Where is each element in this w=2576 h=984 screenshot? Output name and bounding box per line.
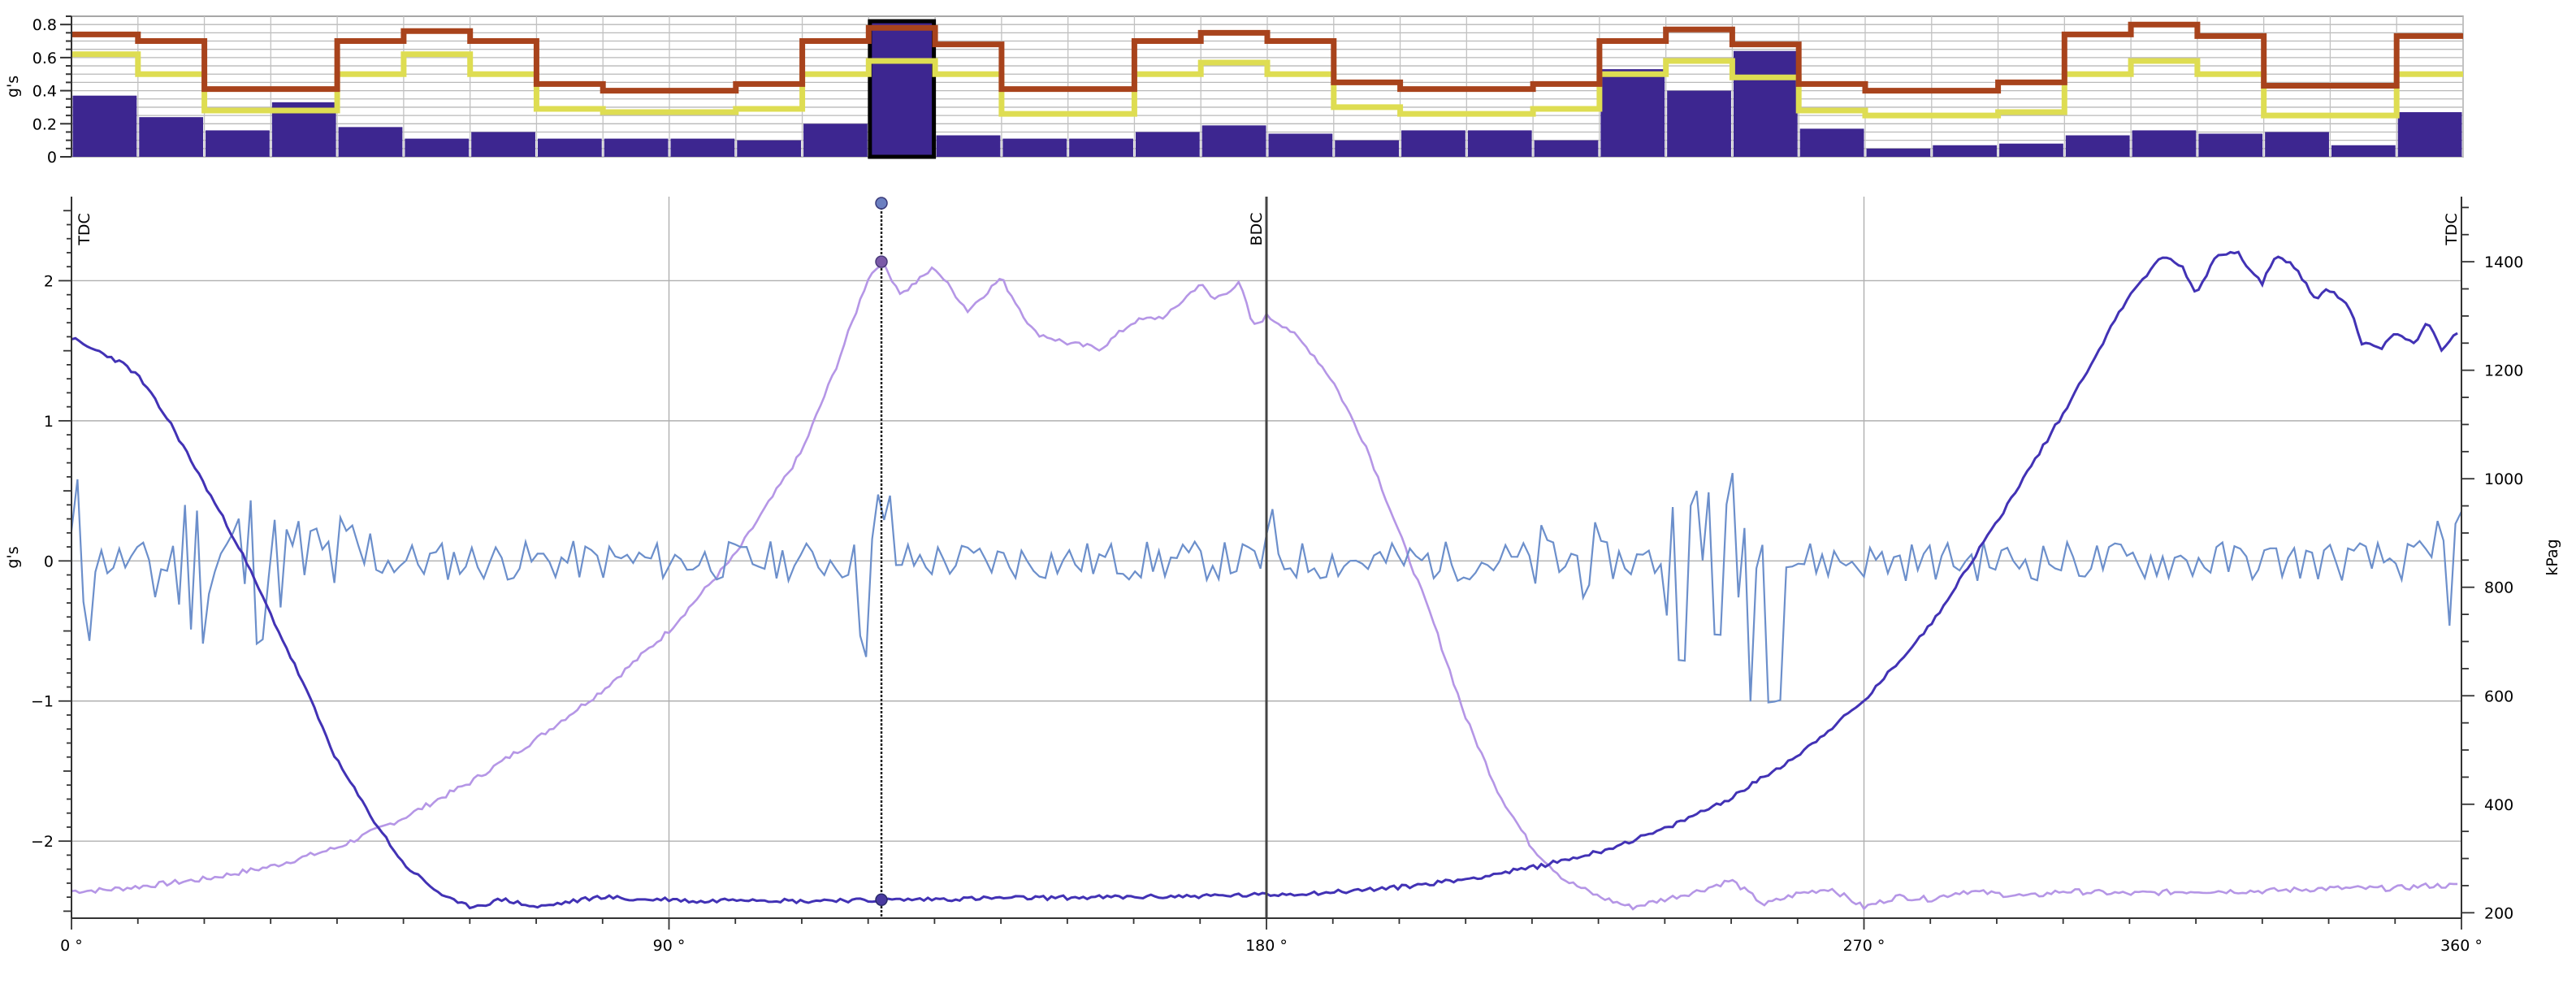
main-right-axis-title: kPag (2544, 539, 2561, 575)
top-bar (1667, 90, 1731, 157)
top-bar (1268, 133, 1333, 157)
main-chart-cursor[interactable] (875, 197, 888, 917)
top-bar (2198, 133, 2263, 157)
top-y-tick-label: 0.6 (32, 50, 57, 67)
pressure-trace-dark (71, 250, 2458, 910)
top-y-tick-label: 0.2 (32, 115, 57, 133)
top-bar (670, 138, 735, 157)
top-bar (2265, 132, 2329, 157)
top-bar (1600, 69, 1665, 157)
top-bar (803, 124, 868, 157)
main-left-tick-label: −1 (31, 693, 54, 711)
main-right-tick-label: 1000 (2484, 470, 2523, 488)
top-bar (737, 140, 802, 157)
main-right-tick-label: 800 (2484, 579, 2513, 597)
top-y-axis-title: g's (4, 76, 22, 98)
top-bar (1135, 132, 1200, 157)
top-step-line-upper (71, 21, 2463, 94)
top-chart-axes: 0 0.2 0.4 0.6 0.8 g's (4, 15, 72, 167)
top-bar (1069, 138, 1133, 157)
top-bar (1799, 128, 1864, 157)
cursor-handle-top (875, 197, 888, 210)
pressure-trace-light (71, 262, 2458, 911)
top-bar (72, 95, 137, 157)
top-y-tick-label: 0 (47, 149, 57, 167)
top-bar (471, 132, 535, 157)
main-chart-markers: TDC BDC TDC (71, 197, 2462, 918)
top-bar (1335, 140, 1400, 157)
main-left-tick-label: −2 (31, 833, 54, 851)
top-bar (1002, 138, 1067, 157)
main-x-tick-label: 0 ° (60, 937, 83, 955)
top-y-tick-label: 0.8 (32, 16, 57, 34)
top-y-tick-label: 0.4 (32, 83, 57, 101)
main-right-tick-label: 600 (2484, 687, 2513, 705)
top-bar (1866, 148, 1931, 157)
top-bar (1534, 140, 1599, 157)
top-bar (1733, 50, 1798, 157)
main-x-tick-label: 180 ° (1245, 937, 1288, 955)
cursor-point-light (875, 255, 888, 268)
top-chart-bars[interactable] (72, 19, 2462, 159)
top-bar (1467, 130, 1532, 157)
main-left-tick-label: 2 (44, 272, 54, 290)
main-right-tick-label: 1400 (2484, 254, 2523, 271)
main-x-tick-label: 360 ° (2440, 937, 2483, 955)
top-chart-steps (71, 21, 2463, 119)
main-x-tick-label: 270 ° (1843, 937, 1885, 955)
main-right-tick-label: 200 (2484, 904, 2513, 922)
main-left-tick-label: 1 (44, 413, 54, 431)
main-left-axis-title: g's (4, 546, 22, 568)
marker-label: TDC (2443, 213, 2461, 246)
top-bar (1401, 130, 1466, 157)
top-bar (206, 130, 270, 157)
main-left-tick-label: 0 (44, 553, 54, 570)
top-bar (2331, 145, 2396, 157)
top-bar (604, 138, 669, 157)
top-bar (405, 138, 470, 157)
marker-label: BDC (1248, 213, 1266, 246)
top-bar (2065, 135, 2130, 157)
main-right-tick-label: 400 (2484, 796, 2513, 814)
top-bar (1201, 125, 1266, 157)
top-bar (338, 127, 403, 157)
main-chart-axes: −2 −1 0 1 2 g's 200 400 600 800 1000 1200 1400 kPag 0 … (4, 197, 2561, 955)
top-bar (2132, 130, 2197, 157)
main-x-tick-label: 90 ° (653, 937, 686, 955)
top-bar (1999, 143, 2063, 157)
marker-label: TDC (76, 213, 93, 246)
cursor-point-dark (875, 893, 888, 907)
top-bar (139, 117, 204, 157)
top-bar (537, 138, 602, 157)
main-right-tick-label: 1200 (2484, 362, 2523, 380)
top-step-line-lower (71, 51, 2463, 119)
top-bar (936, 135, 1001, 157)
top-bar (1933, 145, 1998, 157)
top-bar (2397, 112, 2462, 157)
top-bar-selected (868, 19, 937, 159)
